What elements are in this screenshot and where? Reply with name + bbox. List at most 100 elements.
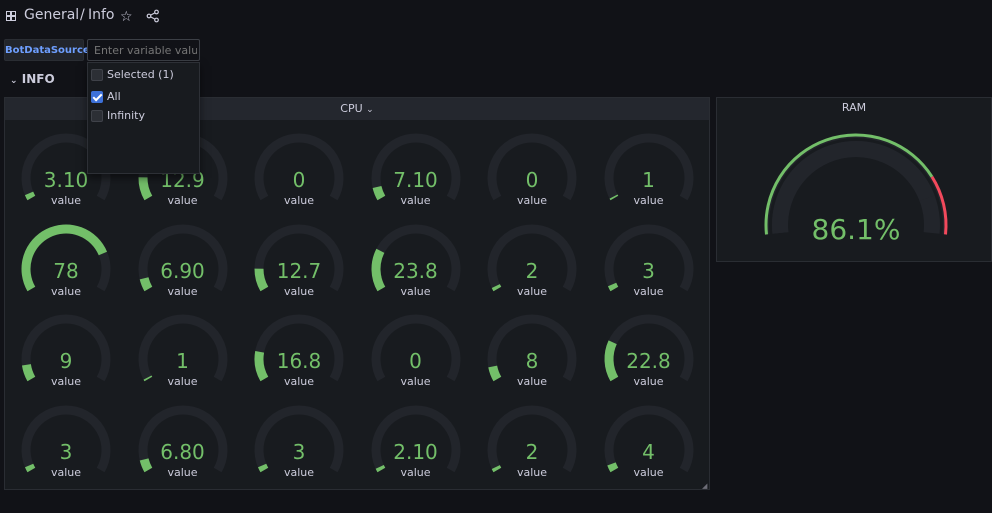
gauge-label: value <box>633 375 664 388</box>
gauge-value: 22.8 <box>626 349 671 373</box>
share-icon[interactable] <box>146 9 160 23</box>
chevron-down-icon: ⌄ <box>10 76 18 86</box>
cpu-gauge: 3 value <box>591 219 707 307</box>
ram-gauge: 86.1% <box>756 125 956 260</box>
gauge-label: value <box>167 465 198 479</box>
ram-panel <box>716 97 992 262</box>
gauge-value: 2 <box>525 258 539 283</box>
gauge-track <box>604 224 693 291</box>
cpu-gauge: 22.8 value <box>591 309 707 397</box>
gauge-label: value <box>516 194 548 207</box>
gauge-value: 3 <box>59 439 73 464</box>
cpu-gauge: 16.8 value <box>241 309 357 397</box>
gauge-track <box>138 314 227 382</box>
ram-panel-title[interactable]: RAM <box>841 101 867 114</box>
checkbox[interactable] <box>91 110 103 122</box>
gauge-value: 9 <box>59 349 73 373</box>
gauge-track <box>371 314 460 382</box>
grid-icon[interactable] <box>6 11 16 21</box>
gauge-value: 0 <box>292 168 306 192</box>
cpu-gauge: 9 value <box>8 309 124 397</box>
row-title[interactable]: ⌄ INFO <box>10 72 55 86</box>
gauge-value: 86.1% <box>811 213 901 246</box>
gauge-fill <box>607 282 618 291</box>
star-icon[interactable]: ☆ <box>120 9 133 25</box>
gauge-label: value <box>516 284 548 298</box>
checkbox-checked[interactable] <box>91 91 103 103</box>
gauge-fill <box>21 224 108 291</box>
gauge-label: value <box>283 194 315 207</box>
gauge-label: value <box>167 375 198 388</box>
gauge-track <box>21 314 111 382</box>
cpu-gauge: 3 value <box>241 400 357 488</box>
gauge-label: value <box>633 465 664 479</box>
gauge-fill <box>139 457 152 472</box>
gauge-fill <box>257 463 269 472</box>
gauge-label: value <box>400 284 431 298</box>
gauge-track <box>487 133 577 201</box>
gauge-label: value <box>50 465 82 479</box>
gauge-fill <box>24 463 36 472</box>
cpu-gauge: 1 value <box>591 128 707 216</box>
gauge-value: 1 <box>176 349 189 373</box>
gauge-value: 0 <box>409 349 422 373</box>
checkbox[interactable] <box>91 69 103 81</box>
dropdown-option-all[interactable]: All <box>88 87 199 107</box>
gauge-label: value <box>400 375 431 388</box>
gauge-value: 16.8 <box>276 349 322 373</box>
panel-title: CPU <box>340 102 363 115</box>
threshold-ok-band <box>764 133 934 235</box>
breadcrumb-separator: / <box>80 7 85 23</box>
gauge-fill <box>491 464 502 472</box>
cpu-gauge: 6.90 value <box>125 219 241 307</box>
cpu-gauge: 3.10 value <box>8 128 124 216</box>
breadcrumb-root[interactable]: General <box>24 7 80 23</box>
cpu-gauge: 78 value <box>8 219 124 307</box>
resize-handle-icon[interactable]: ◢ <box>702 482 708 490</box>
gauge-fill <box>491 283 502 291</box>
gauge-track <box>254 224 344 291</box>
gauge-track <box>254 405 344 472</box>
cpu-gauge: 1 value <box>125 309 241 397</box>
gauge-value: 7.10 <box>393 168 438 192</box>
gauge-fill <box>604 340 618 382</box>
gauge-fill <box>372 185 385 201</box>
gauge-label: value <box>50 194 82 207</box>
gauge-fill <box>371 248 385 291</box>
gauge-value: 3 <box>642 258 655 283</box>
gauge-value: 2 <box>525 439 539 464</box>
cpu-gauge: 2.10 value <box>358 400 474 488</box>
chevron-down-icon: ⌄ <box>366 105 374 115</box>
gauge-value: 2.10 <box>393 439 438 464</box>
gauge-value: 78 <box>53 258 79 283</box>
gauge-label: value <box>400 465 431 479</box>
gauge-track <box>604 133 693 201</box>
gauge-label: value <box>283 465 315 479</box>
gauge-track <box>604 405 693 472</box>
gauge-label: value <box>633 284 664 298</box>
gauge-label: value <box>167 194 198 207</box>
gauge-value: 12.7 <box>276 258 322 283</box>
variable-input[interactable] <box>87 39 200 61</box>
gauge-fill <box>139 276 152 291</box>
variable-label: BotDataSource <box>4 39 90 61</box>
gauge-label: value <box>167 284 198 298</box>
gauge-track <box>487 224 577 291</box>
gauge-label: value <box>516 465 548 479</box>
dropdown-option-selected[interactable]: Selected (1) <box>88 65 199 85</box>
gauge-label: value <box>283 284 315 298</box>
gauge-value: 6.80 <box>160 439 205 464</box>
gauge-label: value <box>50 375 82 388</box>
gauge-track <box>138 405 227 472</box>
gauge-fill <box>609 194 618 201</box>
dropdown-option-infinity[interactable]: Infinity <box>88 106 199 126</box>
gauge-label: value <box>400 194 431 207</box>
variable-dropdown: Selected (1) All Infinity <box>87 62 200 174</box>
gauge-value: 8 <box>525 349 539 373</box>
gauge-value: 0 <box>525 168 539 192</box>
cpu-gauge: 0 value <box>358 309 474 397</box>
cpu-gauge: 3 value <box>8 400 124 488</box>
gauge-fill <box>488 365 502 382</box>
gauge-track <box>21 133 111 201</box>
gauge-label: value <box>516 375 548 388</box>
